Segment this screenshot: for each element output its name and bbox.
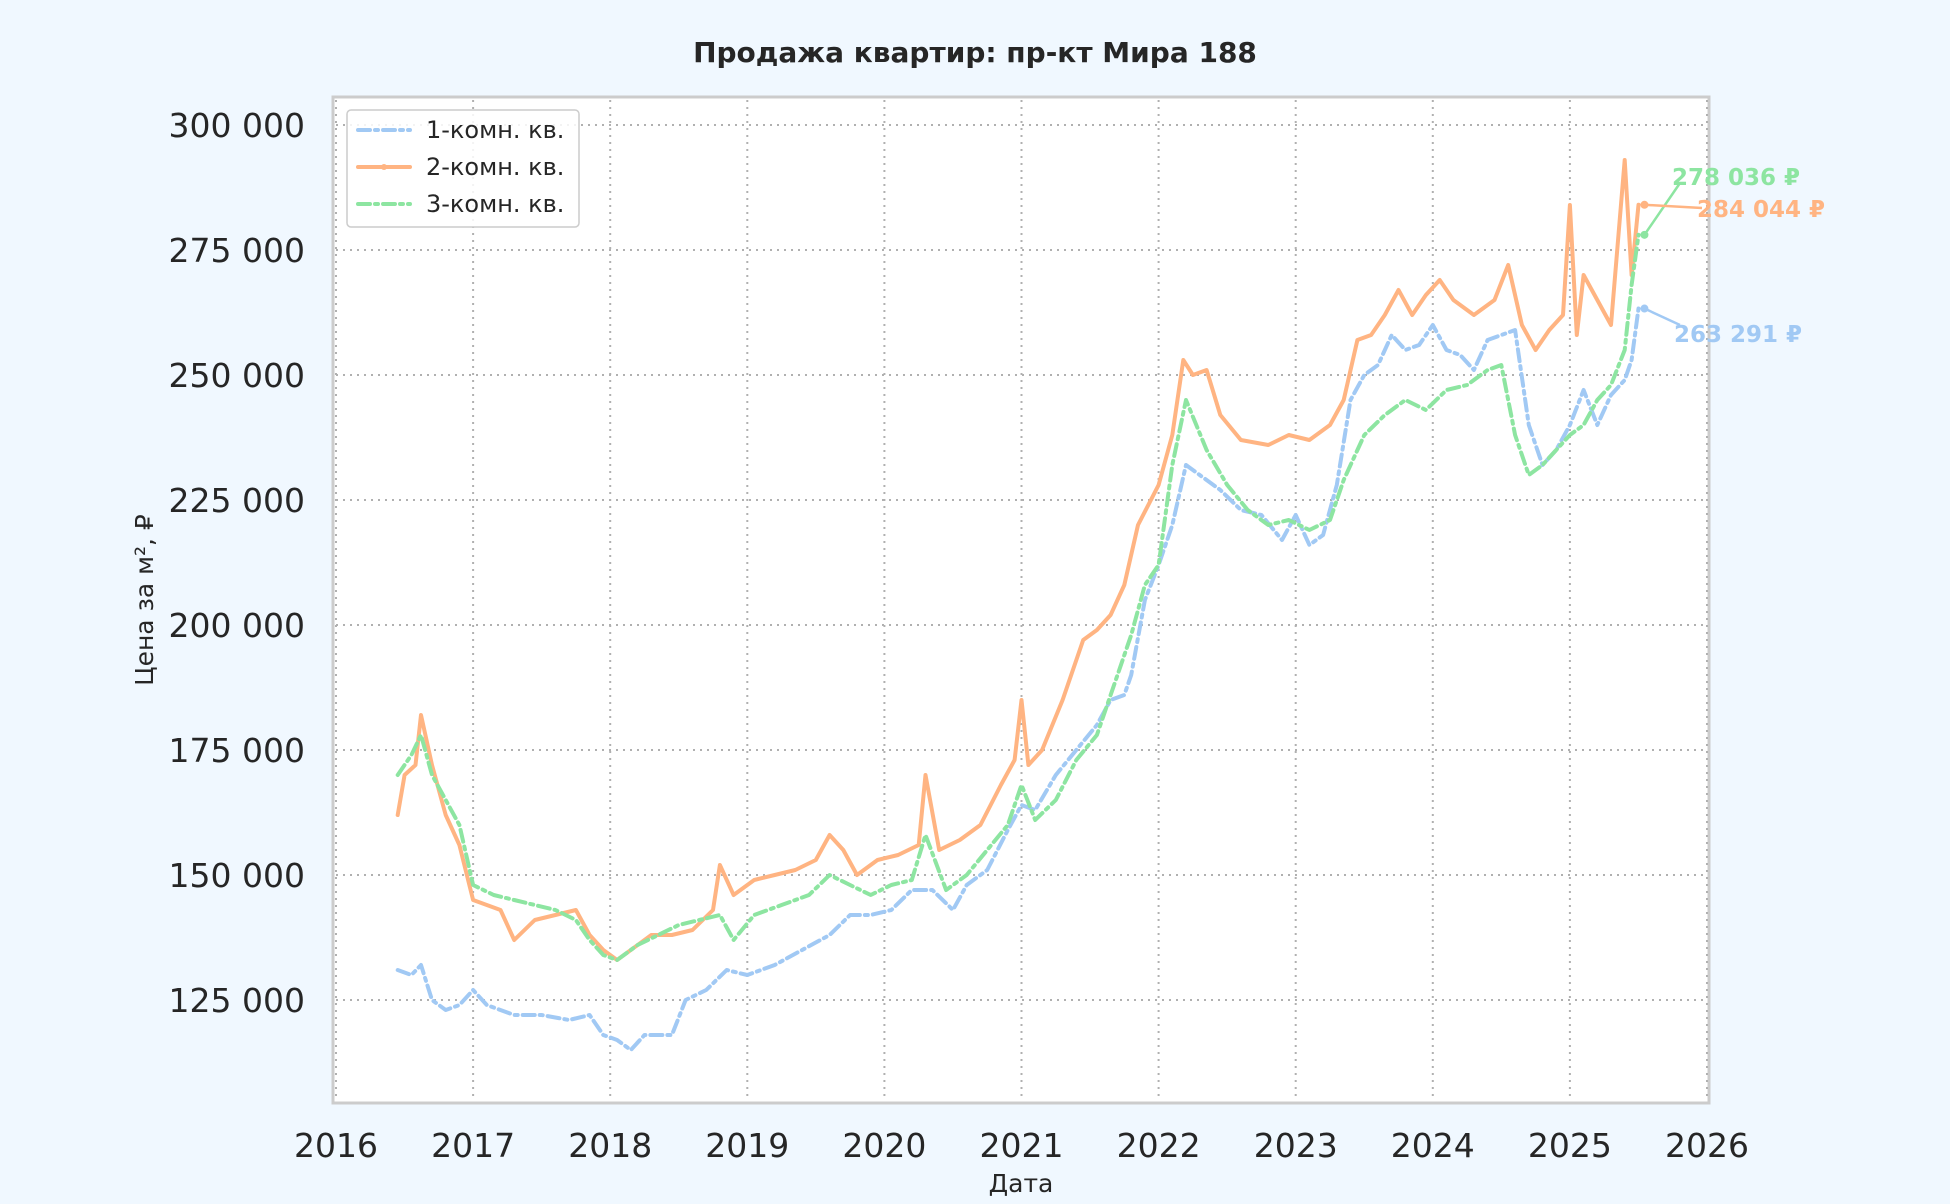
legend-box	[346, 109, 580, 228]
y-tick-label: 200 000	[169, 606, 305, 645]
annotation-arrow	[1643, 182, 1682, 236]
y-axis-label: Цена за м², ₽	[130, 514, 159, 686]
annotation-layer: 278 036 ₽ 284 044 ₽ 263 291 ₽	[1640, 165, 1825, 348]
y-tick-label: 125 000	[169, 981, 305, 1020]
x-tick-label: 2017	[431, 1126, 515, 1165]
x-tick-label: 2018	[568, 1126, 652, 1165]
chart-title: Продажа квартир: пр-кт Мира 188	[693, 36, 1257, 69]
y-tick-label: 225 000	[169, 481, 305, 520]
annotation-label: 263 291 ₽	[1674, 322, 1802, 348]
legend-marker	[381, 164, 387, 170]
x-axis-label: Дата	[989, 1169, 1054, 1198]
tick-layer: 2016 2017 2018 2019 2020 2021 2022 2023 2024 2025…	[169, 106, 1749, 1165]
series-line-3	[395, 232, 1641, 962]
y-tick-label: 275 000	[169, 231, 305, 270]
x-tick-label: 2016	[294, 1126, 378, 1165]
x-tick-label: 2025	[1528, 1126, 1612, 1165]
x-tick-label: 2021	[980, 1126, 1064, 1165]
x-tick-label: 2023	[1254, 1126, 1338, 1165]
plot-area	[331, 95, 1711, 1105]
annotation-arrow	[1643, 307, 1681, 327]
annotation-label: 278 036 ₽	[1672, 165, 1800, 191]
y-tick-label: 175 000	[169, 731, 305, 770]
x-tick-label: 2024	[1391, 1126, 1475, 1165]
legend-label: 2-комн. кв.	[426, 153, 564, 181]
series-layer	[395, 158, 1641, 1052]
annotation-point	[1640, 230, 1649, 239]
annotation-point	[1640, 200, 1649, 209]
x-tick-label: 2026	[1665, 1126, 1749, 1165]
legend: 1-комн. кв. 2-комн. кв. 3-комн. кв.	[346, 109, 580, 228]
y-tick-label: 250 000	[169, 356, 305, 395]
annotation-label: 284 044 ₽	[1697, 197, 1825, 223]
x-tick-label: 2020	[842, 1126, 926, 1165]
legend-label: 1-комн. кв.	[426, 116, 564, 144]
y-tick-label: 300 000	[169, 106, 305, 145]
legend-label: 3-комн. кв.	[426, 190, 564, 218]
x-tick-label: 2019	[705, 1126, 789, 1165]
y-tick-label: 150 000	[169, 856, 305, 895]
series-line-2	[395, 158, 1641, 962]
x-tick-label: 2022	[1117, 1126, 1201, 1165]
annotation-arrow	[1644, 203, 1703, 210]
annotation-point	[1640, 304, 1649, 313]
